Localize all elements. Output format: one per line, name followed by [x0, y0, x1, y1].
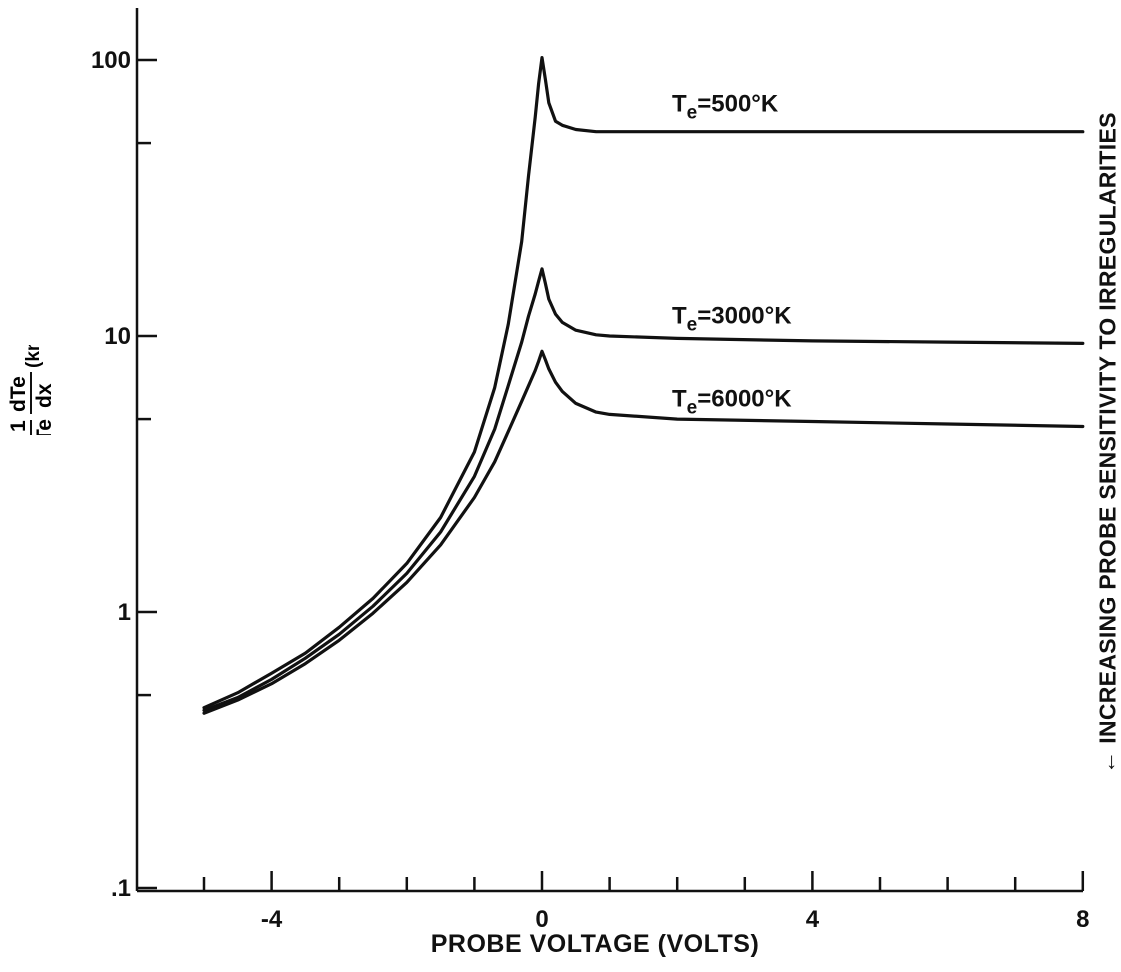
- y-label-numerator: 1: [8, 420, 30, 432]
- sensitivity-annotation: ← INCREASING PROBE SENSITIVITY TO IRREGU…: [1093, 33, 1121, 853]
- y-label-fraction-den: dx: [33, 383, 56, 408]
- series-line-3: [202, 349, 1085, 715]
- series-label-2: Te=3000°K: [672, 302, 792, 335]
- series-line-2: [202, 267, 1085, 712]
- y-label-fraction-num: dTe: [8, 376, 30, 412]
- ticks-layer: -4 0 4 8 .1 1 10 100: [91, 47, 1090, 933]
- y-tick-label: 10: [104, 323, 131, 350]
- series-layer: [202, 56, 1085, 715]
- x-tick-label: 4: [806, 906, 820, 933]
- y-label-denominator: Te: [33, 419, 56, 435]
- sensitivity-annotation-text: ← INCREASING PROBE SENSITIVITY TO IRREGU…: [1094, 112, 1121, 774]
- series-label-3: Te=6000°K: [672, 386, 792, 419]
- y-label-unit: (km-1): [19, 345, 44, 368]
- x-tick-label: 8: [1076, 906, 1089, 933]
- y-tick-label: 1: [118, 599, 131, 626]
- y-tick-label: 100: [91, 47, 131, 74]
- y-axis-label: 1 Te dTe dx (km-1): [7, 316, 68, 442]
- y-tick-label: .1: [111, 875, 131, 902]
- x-tick-label: 0: [535, 906, 548, 933]
- y-axis-label-graphic: 1 Te dTe dx (km-1): [7, 316, 56, 442]
- labels-layer: Te=500°K Te=3000°K Te=6000°K: [672, 91, 792, 419]
- x-tick-label: -4: [261, 906, 283, 933]
- x-axis-title: PROBE VOLTAGE (VOLTS): [430, 930, 760, 958]
- series-line-1: [202, 56, 1085, 710]
- series-label-1: Te=500°K: [672, 91, 779, 124]
